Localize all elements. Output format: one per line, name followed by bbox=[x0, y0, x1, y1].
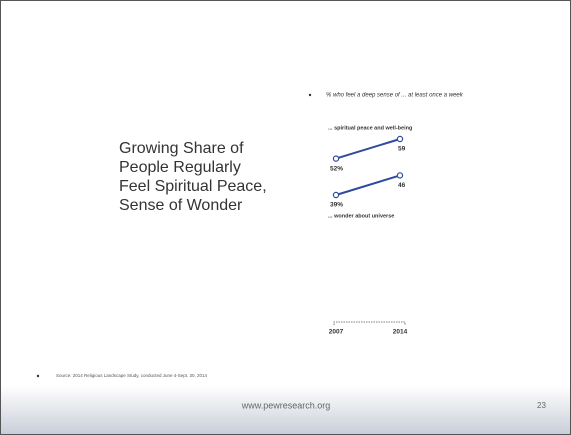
slide-title: Growing Share of bbox=[119, 140, 244, 157]
source: Source: 2014 Religious Landscape Study, … bbox=[56, 373, 208, 378]
x-tick-label: 2014 bbox=[393, 329, 408, 336]
x-tick-label: 2007 bbox=[329, 329, 344, 336]
point bbox=[332, 155, 340, 162]
bullet bbox=[308, 93, 312, 97]
slide-title: Sense of Wonder bbox=[119, 197, 243, 214]
slide-title: Feel Spiritual Peace, bbox=[119, 178, 267, 195]
value-label: 52% bbox=[330, 165, 343, 172]
x-bracket bbox=[333, 321, 406, 325]
chart-subtitle: % who feel a deep sense of ... at least … bbox=[326, 93, 464, 99]
point bbox=[396, 135, 404, 143]
page-number: 23 bbox=[537, 401, 546, 410]
point bbox=[332, 191, 340, 199]
value-label: 46 bbox=[398, 182, 406, 189]
footer-url: www.pewresearch.org bbox=[241, 400, 331, 410]
series-label: ... wonder about universe bbox=[328, 213, 394, 219]
series-line bbox=[335, 138, 401, 160]
point bbox=[396, 172, 404, 179]
slide-title: People Regularly bbox=[119, 159, 241, 176]
value-label: 39% bbox=[330, 202, 343, 209]
footer-band bbox=[1, 386, 570, 434]
bullet bbox=[36, 374, 40, 378]
value-label: 59 bbox=[398, 146, 406, 153]
series-line bbox=[335, 174, 401, 196]
series-label: ... spiritual peace and well-being bbox=[328, 125, 412, 131]
